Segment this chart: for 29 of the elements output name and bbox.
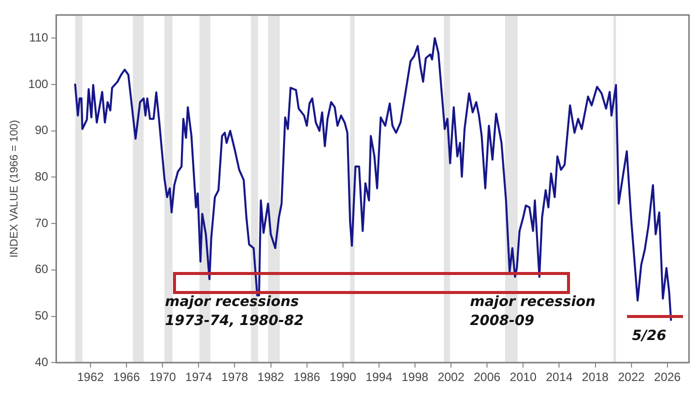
x-tick-label: 1990	[330, 370, 357, 384]
x-tick-label: 1986	[293, 370, 320, 384]
x-tick-label: 2014	[546, 370, 573, 384]
x-tick-label: 1998	[402, 370, 429, 384]
x-tick-label: 2010	[510, 370, 537, 384]
x-tick-label: 1962	[77, 370, 104, 384]
y-tick-label: 50	[34, 308, 49, 323]
y-tick-label: 110	[29, 30, 49, 44]
x-tick-label: 1966	[113, 370, 140, 384]
y-tick-label: 90	[34, 123, 49, 138]
y-tick-label: 40	[34, 354, 49, 369]
annotation: major recession 2008-09	[470, 293, 596, 331]
x-tick-label: 2026	[654, 370, 682, 384]
x-tick-label: 1982	[257, 370, 284, 384]
y-tick-label: 100	[28, 76, 49, 91]
x-tick-label: 1978	[221, 370, 248, 384]
annotation: 5/26	[632, 327, 666, 346]
x-tick-label: 2018	[582, 370, 609, 384]
x-tick-label: 2022	[618, 370, 645, 384]
x-tick-label: 1974	[185, 370, 212, 384]
y-axis-title: INDEX VALUE (1966 = 100)	[8, 120, 21, 258]
x-tick-label: 2006	[474, 370, 501, 384]
annotation: major recessions 1973-74, 1980-82	[165, 293, 304, 331]
x-tick-label: 1970	[149, 370, 176, 384]
x-tick-label: 1994	[366, 370, 393, 384]
y-tick-label: 70	[34, 216, 49, 230]
x-tick-label: 2002	[438, 370, 465, 384]
y-tick-label: 80	[34, 170, 49, 184]
y-tick-label: 60	[34, 262, 49, 276]
